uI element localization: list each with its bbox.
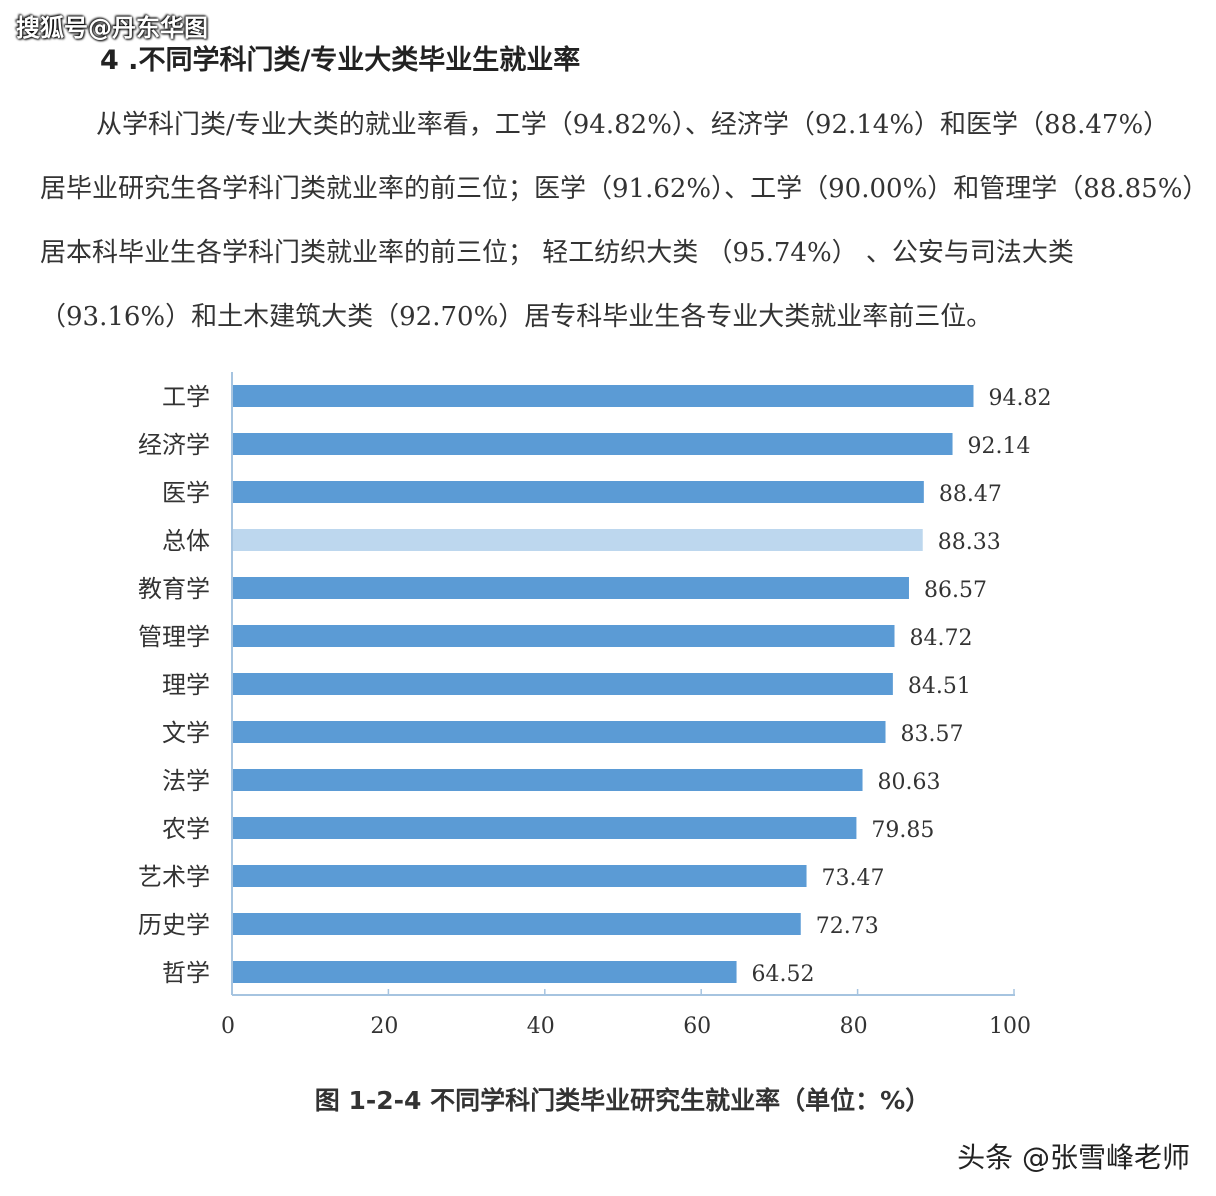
- value-label: 83.57: [901, 722, 964, 747]
- value-label: 84.51: [908, 674, 971, 699]
- category-label: 农学: [162, 815, 210, 843]
- paragraph-line-3: 居本科毕业生各学科门类就业率的前三位； 轻工纺织大类 （95.74%） 、公安与…: [40, 238, 1074, 268]
- category-label: 管理学: [138, 623, 210, 651]
- category-label: 哲学: [162, 959, 210, 987]
- bar-3: [233, 529, 923, 551]
- value-label: 88.47: [939, 482, 1002, 507]
- bar-12: [233, 961, 737, 983]
- value-label: 79.85: [871, 818, 934, 843]
- watermark-bottom: 头条 @张雪峰老师: [957, 1141, 1190, 1174]
- paragraph-line-1: 从学科门类/专业大类的就业率看，工学（94.82%）、经济学（92.14%）和医…: [96, 110, 1170, 140]
- x-tick-label: 20: [370, 1014, 398, 1039]
- x-tick-label: 60: [683, 1014, 711, 1039]
- category-label: 教育学: [138, 575, 210, 603]
- paragraph-line-2: 居毕业研究生各学科门类就业率的前三位；医学（91.62%）、工学（90.00%）…: [40, 174, 1209, 204]
- bar-9: [233, 817, 857, 839]
- category-label: 总体: [162, 527, 210, 555]
- watermark-top: 搜狐号@丹东华图: [16, 14, 208, 42]
- value-label: 64.52: [752, 962, 815, 987]
- category-label: 经济学: [138, 431, 210, 459]
- category-label: 历史学: [138, 911, 210, 939]
- labels-layer: 工学 94.82 经济学 92.14 医学 88.47 总体 88.33 教育学 86.57 管理学…: [138, 383, 1051, 987]
- employment-rate-bar-chart: 工学 94.82 经济学 92.14 医学 88.47 总体 88.33 教育学 86.57 管理学…: [138, 372, 1051, 1039]
- value-label: 72.73: [816, 914, 879, 939]
- category-label: 艺术学: [138, 863, 210, 891]
- category-label: 医学: [162, 479, 210, 507]
- value-label: 88.33: [938, 530, 1001, 555]
- bar-6: [233, 673, 893, 695]
- section-title: 4 .不同学科门类/专业大类毕业生就业率: [100, 45, 581, 76]
- bar-5: [233, 625, 895, 647]
- category-label: 法学: [162, 767, 210, 795]
- axis-layer: 0 20 40 60 80 100: [221, 372, 1031, 1039]
- bar-7: [233, 721, 886, 743]
- value-label: 80.63: [878, 770, 941, 795]
- bar-10: [233, 865, 807, 887]
- value-label: 92.14: [968, 434, 1031, 459]
- category-label: 文学: [162, 719, 210, 747]
- value-label: 84.72: [910, 626, 973, 651]
- bar-2: [233, 481, 924, 503]
- bar-11: [233, 913, 801, 935]
- value-label: 73.47: [822, 866, 885, 891]
- category-label: 理学: [162, 671, 210, 699]
- category-label: 工学: [162, 383, 210, 411]
- bars-layer: [233, 385, 974, 983]
- x-tick-label: 80: [840, 1014, 868, 1039]
- bar-8: [233, 769, 863, 791]
- chart-caption: 图 1-2-4 不同学科门类毕业研究生就业率（单位：%）: [314, 1086, 931, 1115]
- paragraph-line-4: （93.16%）和土木建筑大类（92.70%）居专科毕业生各专业大类就业率前三位…: [40, 302, 993, 332]
- x-tick-label: 40: [527, 1014, 555, 1039]
- value-label: 94.82: [988, 386, 1051, 411]
- bar-0: [233, 385, 974, 407]
- x-tick-label: 0: [221, 1014, 235, 1039]
- bar-4: [233, 577, 909, 599]
- value-label: 86.57: [924, 578, 987, 603]
- bar-1: [233, 433, 953, 455]
- x-tick-label: 100: [989, 1014, 1031, 1039]
